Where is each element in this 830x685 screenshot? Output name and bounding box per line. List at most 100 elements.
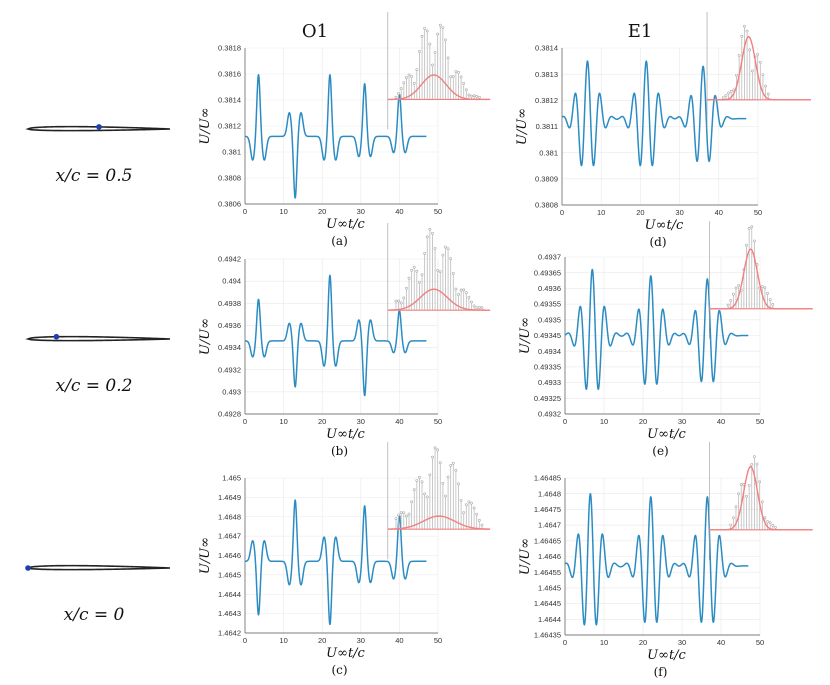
signal-line-e: [564, 268, 749, 390]
y-tick-label: 1.4646: [538, 552, 561, 561]
spectrum-stem-marker: [464, 88, 468, 92]
spectrum-stem-marker: [745, 29, 749, 33]
spectrum-stem-marker: [428, 227, 432, 231]
y-tick-label: 1.4644: [218, 590, 241, 599]
x-tick-label: 10: [279, 636, 287, 645]
spectrum-stem-marker: [739, 483, 743, 486]
panel-caption: (f): [654, 665, 668, 679]
spectrum-gaussian-fit: [387, 74, 491, 101]
spectrum-stem-marker: [459, 288, 463, 292]
spectrum-stem-marker: [423, 26, 427, 30]
y-tick-label: 0.3808: [535, 201, 558, 210]
spectrum-stem-marker: [761, 73, 765, 77]
spectrum-stem-marker: [423, 252, 427, 255]
spectrum-gaussian-fit: [709, 248, 813, 310]
x-tick-label: 40: [717, 638, 725, 647]
spectrum-stem-marker: [763, 286, 767, 290]
x-tick-label: 40: [395, 417, 403, 426]
spectrum-stem-marker: [745, 494, 748, 498]
y-tick-label: 0.4936: [218, 321, 241, 330]
spectrum-stem-marker: [766, 520, 769, 524]
y-axis-label: U/U∞: [518, 317, 533, 354]
y-tick-label: 0.4934: [218, 343, 241, 352]
y-tick-label: 0.49325: [534, 394, 561, 403]
y-axis-label: U/U∞: [198, 537, 213, 574]
spectrum-stem-marker: [436, 269, 440, 272]
x-tick-label: 0: [563, 638, 567, 647]
spectrum-stem-marker: [418, 50, 421, 53]
spectrum-gaussian-fit: [387, 515, 491, 530]
spectrum-stem-marker: [412, 488, 416, 492]
spectrum-stem-marker: [454, 287, 458, 291]
spectrum-stem-marker: [394, 517, 398, 521]
spectrum-stem-marker: [475, 94, 479, 98]
spectrum-stem-marker: [768, 298, 772, 302]
x-tick-label: 40: [717, 417, 725, 426]
y-tick-label: 0.3809: [535, 174, 558, 183]
x-tick-label: 0: [563, 417, 567, 426]
spectrum-stem-marker: [397, 513, 401, 517]
x-tick-label: 20: [318, 207, 326, 216]
y-tick-label: 0.49355: [534, 300, 561, 309]
y-tick-label: 1.4642: [218, 629, 241, 638]
airfoil-row-0: x/c = 0.5: [25, 124, 171, 186]
spectrum-stem-marker: [402, 81, 406, 85]
airfoil-label: x/c = 0: [64, 605, 125, 625]
y-tick-label: 0.494: [222, 277, 241, 286]
x-tick-label: 40: [715, 208, 723, 217]
airfoil-row-1: x/c = 0.2: [25, 333, 171, 396]
spectrum-stem-marker: [428, 42, 432, 46]
y-tick-label: 0.4932: [538, 410, 561, 419]
spectrum-stem-marker: [402, 296, 406, 300]
spectrum-stem-marker: [480, 523, 484, 527]
y-tick-label: 0.493: [222, 387, 241, 396]
x-axis-label: U∞t/c: [326, 217, 365, 232]
spectrum-stem-marker: [433, 246, 437, 250]
spectrum-stem-marker: [758, 60, 762, 64]
spectrum-gaussian-fit: [709, 465, 813, 531]
y-tick-label: 0.4938: [218, 299, 241, 308]
spectrum-stem-marker: [420, 480, 424, 484]
spectrum-stem-marker: [470, 94, 473, 98]
spectrum-stem-marker: [397, 92, 401, 95]
x-tick-label: 0: [243, 417, 247, 426]
spectrum-stem-marker: [412, 81, 416, 85]
spectrum-stem-marker: [399, 511, 403, 515]
spectrum-stem-marker: [729, 299, 733, 302]
spectrum-stem-marker: [412, 265, 416, 269]
y-tick-label: 1.4648: [538, 489, 561, 498]
y-tick-label: 0.4935: [538, 315, 561, 324]
spectrum-stem-marker: [407, 512, 411, 516]
x-tick-label: 30: [675, 208, 683, 217]
spectrum-stem-marker: [420, 273, 424, 277]
spectrum-stem-marker: [756, 53, 760, 56]
sensor-location-dot: [25, 565, 31, 571]
y-tick-label: 0.3814: [535, 44, 558, 53]
spectrum-stem-marker: [444, 494, 447, 498]
spectrum-stem-marker: [425, 495, 429, 499]
spectrum-stem-marker: [734, 505, 738, 508]
spectrum-stem-marker: [735, 73, 738, 77]
y-tick-label: 0.3808: [218, 174, 241, 183]
x-tick-label: 50: [756, 638, 764, 647]
x-tick-label: 30: [357, 207, 365, 216]
column-title-e1: E1: [628, 21, 653, 42]
spectrum-stem-marker: [472, 506, 476, 510]
spectrum-stem-marker: [410, 268, 414, 272]
spectrum-stem-marker: [740, 34, 744, 38]
spectrum-stem-marker: [747, 227, 751, 230]
spectrum-stem-marker: [480, 306, 484, 310]
y-tick-label: 0.3812: [535, 96, 558, 105]
panel-caption: (b): [331, 444, 348, 458]
y-tick-label: 1.46455: [534, 568, 561, 577]
y-tick-label: 1.46485: [534, 474, 561, 483]
spectrum-stem-marker: [462, 81, 466, 85]
panel-caption: (e): [652, 444, 668, 458]
airfoil-label: x/c = 0.2: [56, 376, 133, 396]
spectrum-stem-marker: [407, 73, 411, 77]
airfoil-sketches: x/c = 0.5 x/c = 0.2 x/c = 0: [25, 124, 171, 625]
spectrum-stem-marker: [760, 500, 764, 504]
panel-caption: (a): [331, 234, 348, 248]
signal-line-a: [244, 74, 427, 199]
